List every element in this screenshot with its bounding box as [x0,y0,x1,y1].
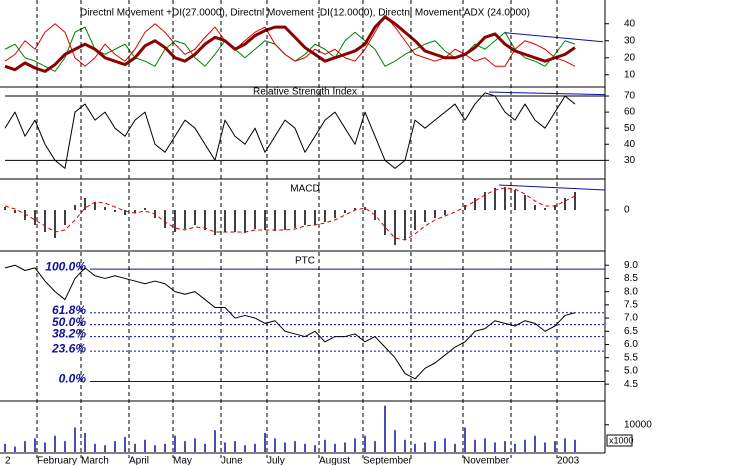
series-line [4,15,576,73]
trend-line [488,91,606,96]
y-tick-label: 0 [624,205,630,216]
y-tick-label: 9.0 [624,260,638,271]
unit-label: x1000 [609,435,634,445]
series-line [4,187,576,241]
x-tick-label: November [463,456,510,465]
fib-label: 61.8% [52,303,86,317]
panel-title: PTC [295,256,315,267]
fib-label: 38.2% [52,327,86,341]
y-tick-label: 10000 [624,419,652,430]
x-tick-label: February [37,456,77,465]
trend-line [498,184,606,191]
panel-title: MACD [290,184,319,195]
y-tick-label: 8.0 [624,286,638,297]
fib-label: 50.0% [52,315,86,329]
x-tick-label: 2003 [557,456,580,465]
trend-line [504,32,604,43]
panel-title: Directnl Movement +DI(27.0000), Directnl… [80,8,530,19]
x-tick-label: September [363,456,413,465]
y-tick-label: 30 [624,35,636,46]
y-tick-label: 20 [624,52,636,63]
y-tick-label: 10 [624,69,636,80]
y-tick-label: 30 [624,155,636,166]
x-tick-label: May [173,456,192,465]
fib-label: 23.6% [51,341,86,355]
y-tick-label: 40 [624,139,636,150]
y-tick-label: 6.0 [624,339,638,350]
fib-label: 0.0% [59,372,87,386]
y-tick-label: 4.5 [624,379,638,390]
x-tick-label: April [129,456,149,465]
x-tick-label: July [267,456,285,465]
y-tick-label: 7.0 [624,313,638,324]
y-tick-label: 5.0 [624,366,638,377]
panel-title: Relative Strength Index [253,87,357,98]
x-tick-label: June [221,456,243,465]
series-line [4,264,576,380]
y-tick-label: 60 [624,107,636,118]
panel-frames [0,0,606,454]
y-tick-label: 6.5 [624,326,638,337]
unit-box [606,434,633,447]
y-tick-label: 8.5 [624,273,638,284]
x-tick-label: August [319,456,350,465]
series-line [4,92,576,169]
y-tick-label: 7.5 [624,299,638,310]
y-tick-label: 5.5 [624,352,638,363]
fib-label: 100.0% [45,259,86,273]
y-tick-label: 70 [624,91,636,102]
y-tick-label: 40 [624,18,636,29]
x-tick-label: March [81,456,109,465]
y-tick-label: 50 [624,123,636,134]
x-tick-label: 2 [5,456,11,465]
series-line [4,14,576,67]
